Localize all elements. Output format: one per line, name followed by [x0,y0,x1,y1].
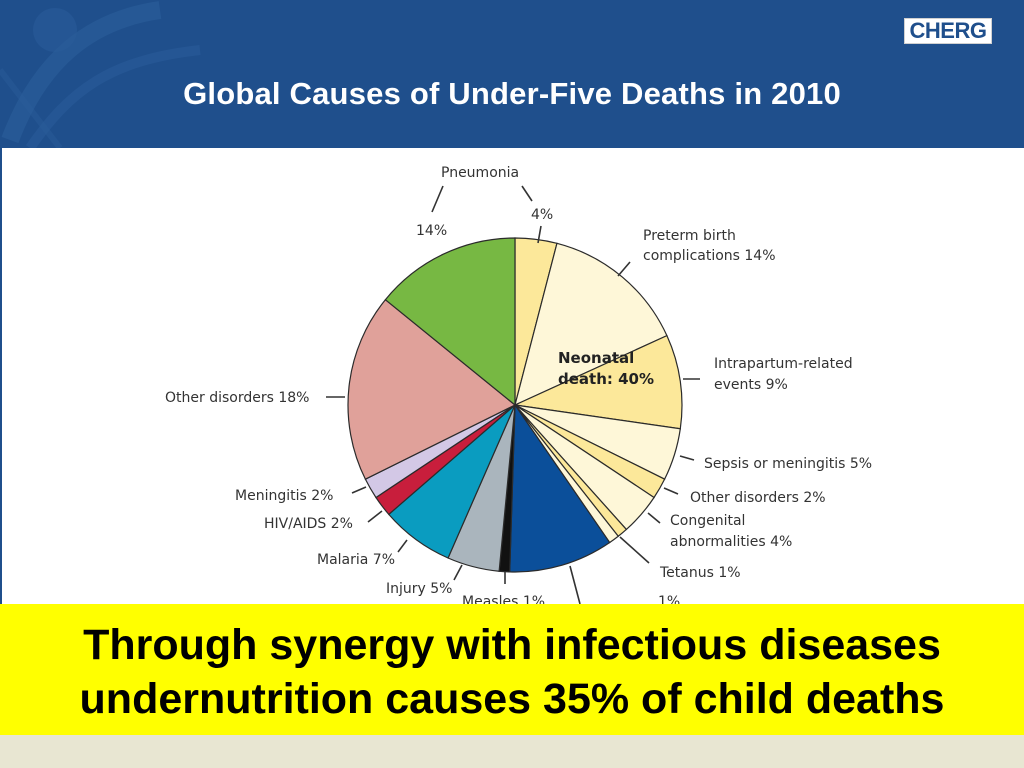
label-pneumonia-postneonatal: 14% [416,223,447,239]
pie-slices [347,237,683,573]
slide-title: Global Causes of Under-Five Deaths in 20… [183,76,841,111]
header-watermark [0,1,201,148]
label-intrapartum-line2: events 9% [714,377,788,393]
pie-slice-other-disorders-14 [347,298,517,480]
pie-slice-intrapartum-related-events-2 [512,334,683,430]
label-preterm-line1: Preterm birth [643,228,736,244]
label-neonatal-pneumonia: 4% [531,207,553,223]
label-congenital-line1: Congenital [670,513,745,529]
callout-line-1: Through synergy with infectious diseases [83,621,941,669]
label-pneumonia-group: Pneumonia [441,165,519,181]
label-congenital-line2: abnormalities 4% [670,534,792,550]
label-neonatal-other: Other disorders 2% [690,490,826,506]
label-hiv-aids: HIV/AIDS 2% [264,516,353,532]
slide-header: Global Causes of Under-Five Deaths in 20… [0,0,1024,148]
center-label-line1: Neonatal [558,349,634,367]
leader-lines [326,185,700,605]
label-sepsis: Sepsis or meningitis 5% [704,456,872,472]
pie-slice-pneumonia-15 [384,237,516,407]
synergy-callout: Through synergy with infectious diseases… [0,604,1024,735]
slice-labels: Pneumonia 4% 14% Preterm birth complicat… [165,165,872,610]
callout-line-2: undernutrition causes 35% of child death… [79,675,945,723]
pie-slice-preterm-birth-complications-1 [514,242,668,407]
label-malaria: Malaria 7% [317,552,395,568]
label-preterm-line2: complications 14% [643,248,776,264]
center-label-line2: death: 40% [558,370,654,388]
cherg-logo: CHERG [904,18,992,44]
left-border-line [0,148,2,768]
label-tetanus: Tetanus 1% [659,565,741,581]
label-other-disorders: Other disorders 18% [165,390,309,406]
label-injury: Injury 5% [386,581,452,597]
footer-band [0,735,1024,768]
cherg-logo-text: CHERG [909,18,987,43]
pie-slice-unlabeled-8 [509,403,611,573]
label-intrapartum-line1: Intrapartum-related [714,356,853,372]
label-meningitis: Meningitis 2% [235,488,333,504]
